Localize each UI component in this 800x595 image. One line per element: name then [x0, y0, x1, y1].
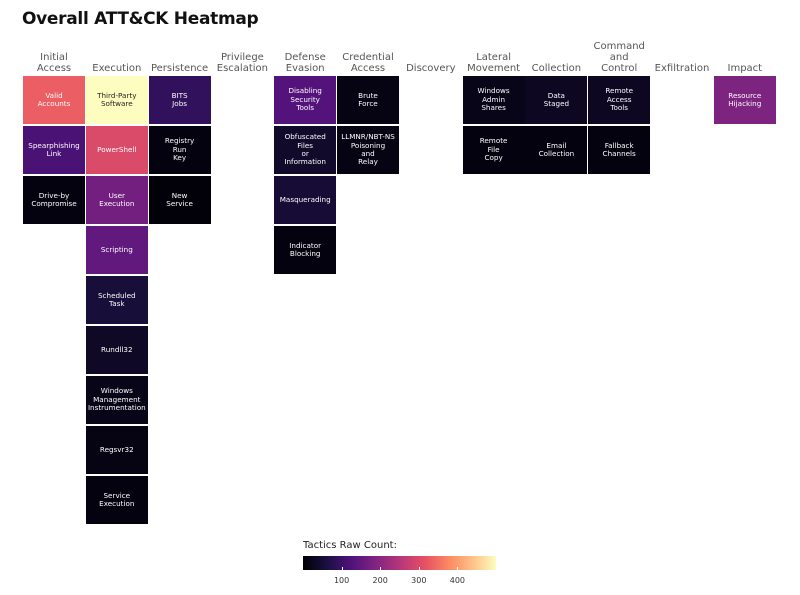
technique-cell: Spearphishing Link: [23, 126, 85, 174]
legend-tick-mark: [457, 567, 459, 571]
technique-cell: Indicator Blocking: [274, 226, 337, 274]
technique-cell: User Execution: [85, 176, 148, 224]
technique-cell: Windows Management Instrumentation: [85, 376, 148, 424]
legend-tick-mark: [380, 567, 382, 571]
tactic-header: Lateral Movement: [467, 52, 521, 74]
technique-cell: Email Collection: [525, 126, 588, 174]
tactic-header: Collection: [531, 63, 582, 74]
tactic-header: Exfiltration: [654, 63, 710, 74]
tactic-header: Discovery: [406, 63, 456, 74]
legend-tick-label: 100: [333, 576, 350, 585]
technique-cell: Scheduled Task: [85, 276, 148, 324]
tactic-header: Defense Evasion: [284, 52, 326, 74]
technique-cell: Registry Run Key: [148, 126, 211, 174]
legend-colorbar: [303, 556, 496, 570]
technique-cell: Data Staged: [525, 76, 588, 124]
technique-cell: Brute Force: [337, 76, 399, 124]
technique-cell: Valid Accounts: [23, 76, 85, 124]
legend-tick-mark: [341, 567, 343, 571]
technique-cell: Disabling Security Tools: [274, 76, 337, 124]
tactic-header: Execution: [92, 63, 142, 74]
technique-cell: Masquerading: [274, 176, 337, 224]
technique-cell: LLMNR/NBT-NS Poisoning and Relay: [337, 126, 399, 174]
technique-cell: New Service: [148, 176, 211, 224]
legend-title: Tactics Raw Count:: [303, 540, 397, 551]
legend-tick-label: 300: [411, 576, 427, 585]
technique-cell: Regsvr32: [85, 426, 148, 474]
tactic-header: Initial Access: [36, 52, 72, 74]
technique-cell: Third-Party Software: [85, 76, 148, 124]
technique-cell: Drive-by Compromise: [23, 176, 85, 224]
technique-cell: Scripting: [85, 226, 148, 274]
legend-tick-label: 400: [449, 576, 466, 585]
technique-cell: Fallback Channels: [588, 126, 651, 174]
technique-cell: Windows Admin Shares: [462, 76, 525, 124]
legend-tick-label: 200: [372, 576, 388, 585]
technique-cell: BITS Jobs: [148, 76, 211, 124]
tactic-header: Credential Access: [342, 52, 394, 74]
tactic-header: Impact: [727, 63, 763, 74]
technique-cell: PowerShell: [85, 126, 148, 174]
technique-cell: Service Execution: [85, 476, 148, 524]
tactic-header: Privilege Escalation: [216, 52, 268, 74]
technique-cell: Obfuscated Files or Information: [274, 126, 337, 174]
technique-cell: Remote Access Tools: [588, 76, 651, 124]
technique-cell: Remote File Copy: [462, 126, 525, 174]
chart-title: Overall ATT&CK Heatmap: [22, 9, 259, 29]
legend-tick-mark: [418, 567, 420, 571]
technique-cell: Resource Hijacking: [713, 76, 776, 124]
tactic-header: Persistence: [150, 63, 209, 74]
technique-cell: Rundll32: [85, 326, 148, 374]
tactic-header: Command and Control: [593, 41, 645, 74]
